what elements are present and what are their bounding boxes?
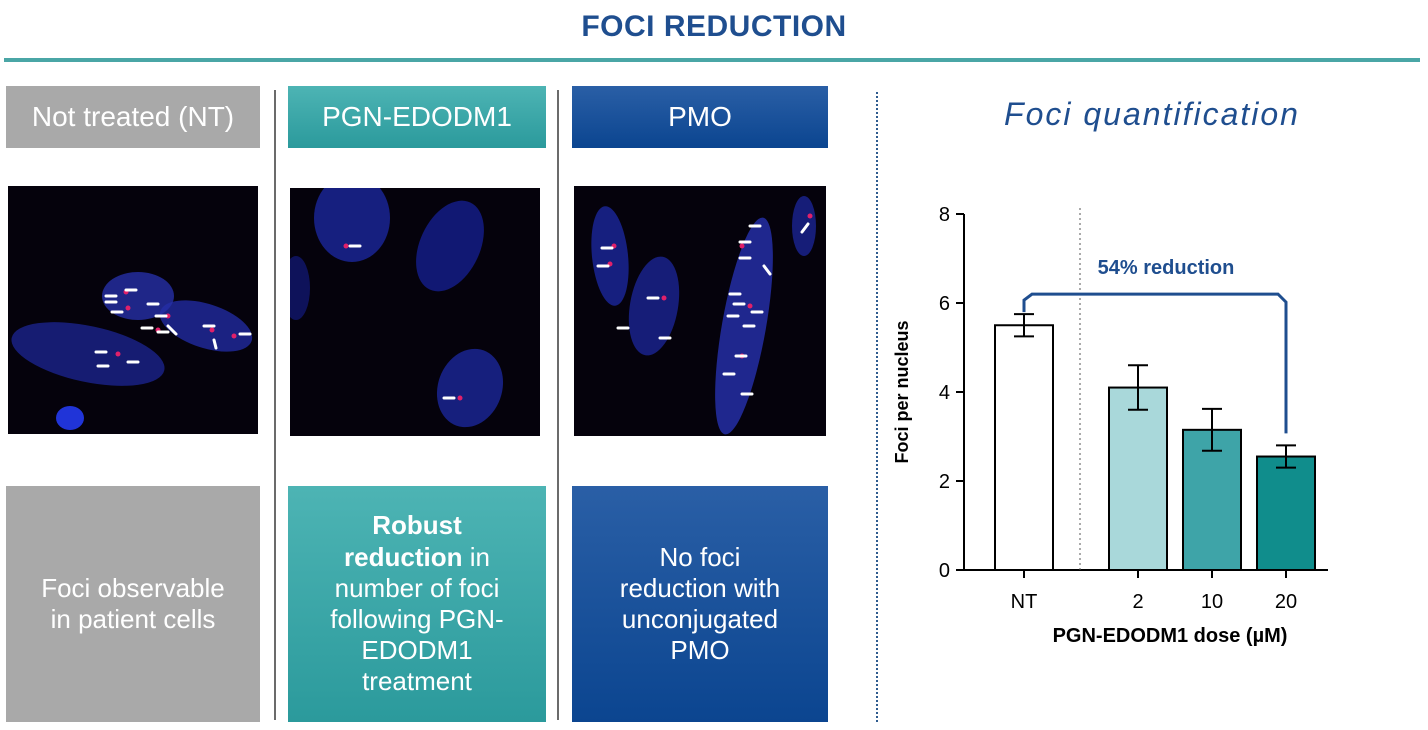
panel-text-segment: reduction	[344, 541, 463, 572]
panel-pgn-edodm1: Robust reduction in number of foci followin…	[288, 486, 546, 722]
x-tick-label: 20	[1275, 591, 1297, 613]
reduction-bracket	[1022, 292, 1288, 434]
panel-line: reduction with	[620, 573, 780, 604]
title-divider	[4, 58, 1420, 62]
panel-text-segment: number of foci	[334, 572, 500, 603]
panel-text-segment: treatment	[362, 666, 472, 697]
bar-20	[1256, 455, 1316, 571]
panel-line: No foci	[620, 542, 780, 573]
x-tick-label: 10	[1201, 591, 1223, 613]
panel-text-segment: in	[462, 541, 490, 572]
panel-line: EDODM1	[330, 635, 503, 666]
panel-text-segment: EDODM1	[361, 635, 473, 666]
chart-title: Foci quantification	[1004, 96, 1300, 132]
panel-text-segment: following PGN-	[330, 604, 504, 634]
y-tick-label: 6	[939, 293, 950, 315]
y-tick-label: 8	[939, 204, 950, 226]
header-not-treated: Not treated (NT)	[6, 86, 260, 148]
panel-pgn-edodm1-text: Robust reduction in number of foci followin…	[330, 510, 503, 697]
panel-line: number of foci	[330, 573, 503, 604]
column-divider-2	[557, 90, 559, 720]
bar-2	[1108, 386, 1168, 571]
panel-text-segment: PMO	[670, 635, 730, 666]
x-tick-label: 2	[1132, 591, 1143, 613]
page-title: FOCI REDUCTION	[581, 10, 847, 43]
panel-text-segment: unconjugated	[621, 604, 779, 634]
panel-line: Robust	[330, 510, 503, 541]
y-tick-label: 0	[939, 560, 950, 582]
bar-NT	[994, 324, 1054, 571]
reduction-annotation: 54% reduction	[1098, 257, 1235, 279]
bar-chart: 0 2 4 6 8 NT 2 10 20 54% reduction Foci per nucleu…	[892, 204, 1328, 647]
panel-pmo-text: No foci reduction with unconjugated PMO	[620, 542, 780, 667]
header-pmo: PMO	[572, 86, 828, 148]
panel-text-segment: No foci	[659, 541, 741, 572]
y-tick-label: 2	[939, 471, 950, 493]
panel-line: PMO	[620, 635, 780, 666]
x-axis-label: PGN-EDODM1 dose (µM)	[1053, 625, 1288, 647]
header-pgn-edodm1: PGN-EDODM1	[288, 86, 546, 148]
panel-text-segment: Foci observable	[41, 572, 225, 603]
panel-line: in patient cells	[41, 604, 225, 635]
panel-not-treated: Foci observable in patient cells	[6, 486, 260, 722]
panel-text-segment: reduction with	[619, 572, 781, 603]
microscopy-image-nt	[8, 186, 258, 434]
y-tick-label: 4	[939, 382, 950, 404]
panel-text-segment: in patient cells	[50, 604, 216, 634]
panel-not-treated-text: Foci observable in patient cells	[41, 573, 225, 635]
panel-line: following PGN-	[330, 604, 503, 635]
microscopy-image-pgn-edodm1	[290, 188, 540, 436]
panel-line: treatment	[330, 666, 503, 697]
column-divider-1	[274, 90, 276, 720]
chart-divider	[876, 92, 878, 722]
x-tick-label: NT	[1011, 591, 1038, 613]
y-axis-label: Foci per nucleus	[892, 320, 912, 463]
microscopy-image-pmo	[574, 186, 826, 436]
panel-line: unconjugated	[620, 604, 780, 635]
panel-line: reduction in	[330, 542, 503, 573]
panel-pmo: No foci reduction with unconjugated PMO	[572, 486, 828, 722]
panel-text-segment: Robust	[372, 510, 462, 541]
panel-line: Foci observable	[41, 573, 225, 604]
